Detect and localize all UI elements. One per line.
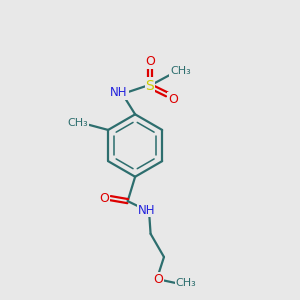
Text: O: O [145, 55, 155, 68]
Text: NH: NH [138, 203, 155, 217]
Text: O: O [99, 192, 109, 205]
Text: CH₃: CH₃ [176, 278, 196, 288]
Text: CH₃: CH₃ [67, 118, 88, 128]
Text: O: O [168, 93, 178, 106]
Text: NH: NH [110, 86, 128, 99]
Text: S: S [146, 79, 154, 92]
Text: CH₃: CH₃ [170, 66, 191, 76]
Text: O: O [153, 273, 163, 286]
